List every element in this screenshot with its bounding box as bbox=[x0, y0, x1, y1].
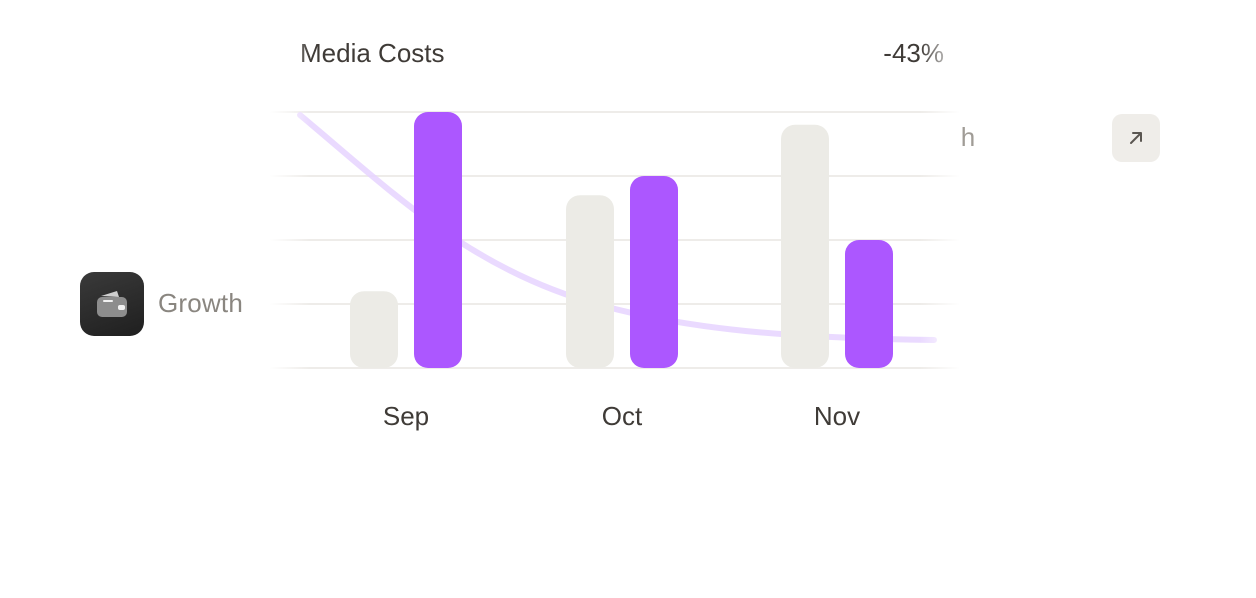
bar-secondary bbox=[781, 124, 829, 368]
growth-label: Growth bbox=[158, 288, 244, 318]
bar-secondary bbox=[350, 291, 398, 368]
chart-plot: Sep Oct Nov bbox=[270, 111, 960, 431]
chart-title: Media Costs bbox=[300, 38, 445, 68]
bar-secondary bbox=[566, 195, 614, 368]
bar-primary bbox=[630, 176, 678, 368]
bar-primary bbox=[845, 240, 893, 368]
wallet-icon bbox=[80, 272, 144, 336]
open-button[interactable] bbox=[1112, 114, 1160, 162]
x-tick-label: Oct bbox=[602, 401, 643, 431]
x-tick-label: Nov bbox=[814, 401, 860, 431]
x-tick-label: Sep bbox=[383, 401, 429, 431]
arrow-up-right-icon bbox=[1130, 132, 1142, 144]
chart-delta: -43% bbox=[883, 38, 944, 68]
media-costs-card: Media Costs -43% Sep Oct Nov bbox=[270, 20, 960, 460]
bar-primary bbox=[414, 112, 462, 368]
